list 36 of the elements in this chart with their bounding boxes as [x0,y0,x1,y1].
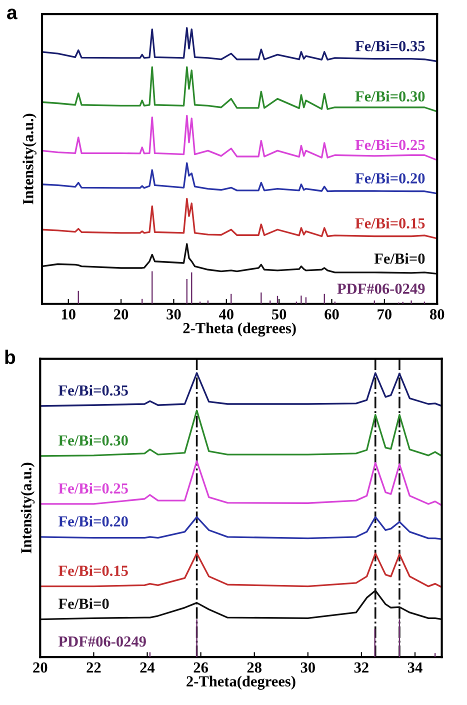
x-tick-label: 70 [378,309,392,320]
x-tick-label: 50 [272,309,286,320]
series-label: Fe/Bi=0.20 [58,516,128,527]
x-tick-label: 22 [86,662,101,673]
x-tick-label: 30 [166,309,181,320]
x-tick-label: 10 [62,309,76,320]
x-axis-title: 2-Theta (degrees) [183,322,296,337]
x-tick-label: 28 [247,662,262,673]
series-label: Fe/Bi=0.20 [355,172,425,184]
y-axis-title: Intensity(a.u.) [20,462,35,554]
x-tick-label: 34 [408,662,422,673]
series-label: Fe/Bi=0.15 [58,565,128,576]
text: b [5,350,16,364]
series-label: Fe/Bi=0.25 [58,482,128,494]
series-label: Fe/Bi=0.30 [58,434,128,446]
x-tick-label: 30 [300,662,315,673]
x-tick-label: 20 [114,309,128,320]
series-label: PDF#06-0249 [337,284,425,294]
series-label: Fe/Bi=0.35 [58,384,128,396]
series-label: PDF#06-0249 [58,636,146,647]
x-axis-title: 2-Theta(degrees) [186,676,296,690]
x-tick-label: 26 [194,662,208,673]
y-axis-title: Intensity(a.u.) [22,114,36,204]
series-label: Fe/Bi=0.30 [355,90,425,102]
x-tick-label: 20 [33,662,48,673]
text: a [7,8,18,20]
series-label: Fe/Bi=0.15 [355,218,425,229]
x-tick-label: 40 [218,309,234,320]
series-label: Fe/Bi=0.35 [355,40,425,52]
series-label: Fe/Bi=0 [58,598,109,609]
series-label: Fe/Bi=0.25 [355,139,425,150]
x-tick-label: 60 [324,309,339,320]
x-tick-label: 32 [354,662,368,673]
x-tick-label: 24 [140,662,155,673]
x-tick-label: 80 [430,309,444,320]
series-label: Fe/Bi=0 [374,253,425,264]
